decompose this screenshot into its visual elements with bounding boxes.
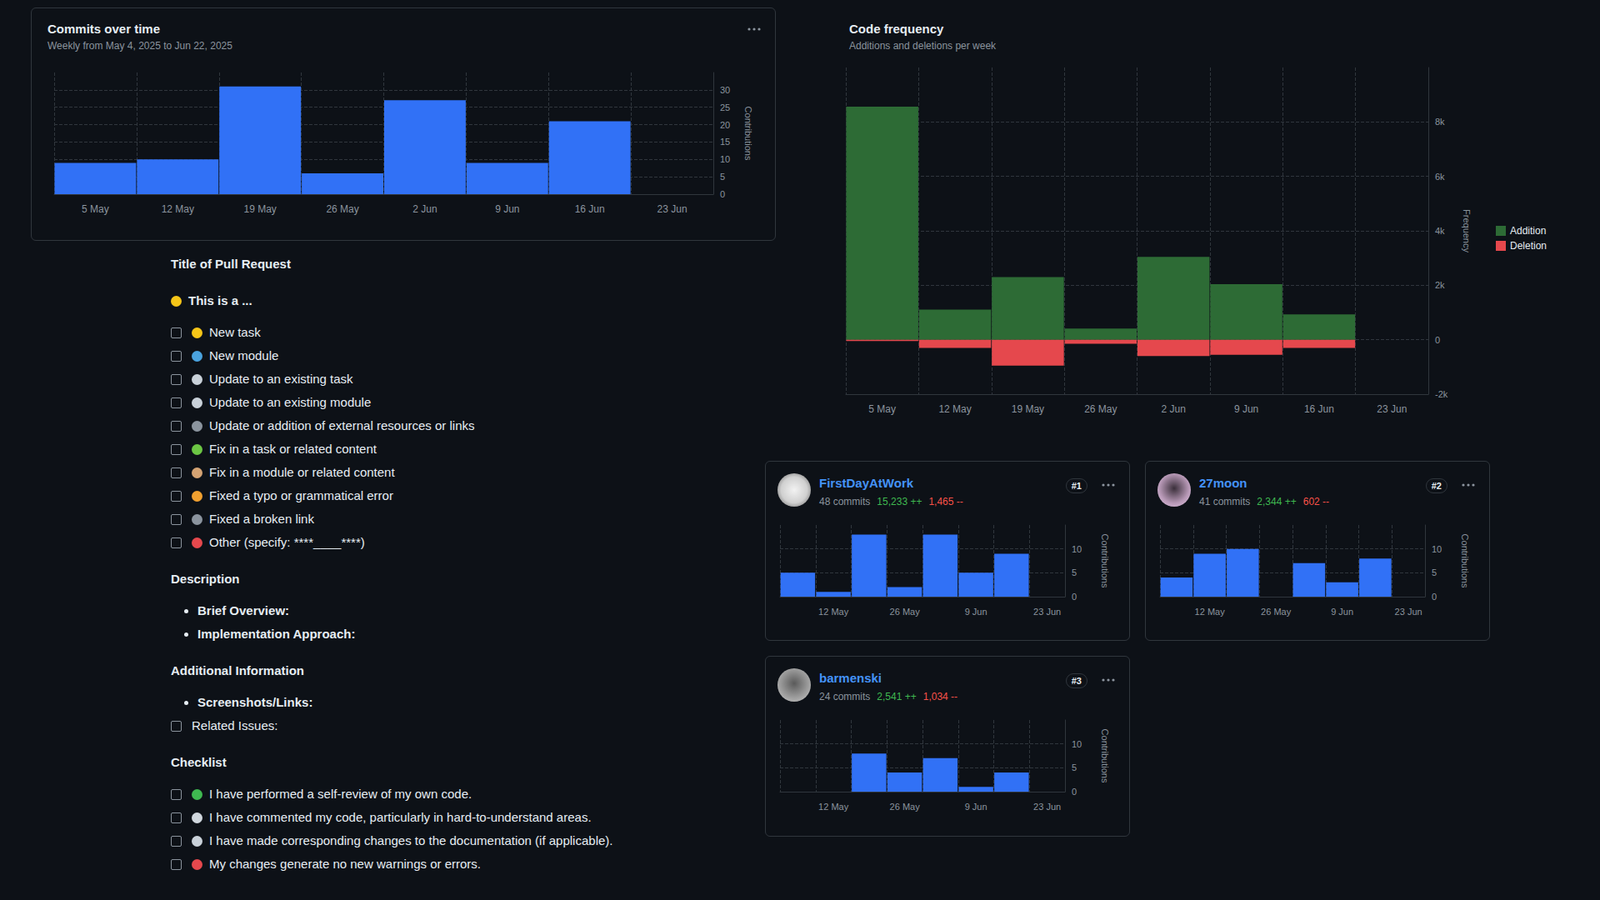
- svg-text:19 May: 19 May: [1011, 403, 1045, 415]
- html-text:24 commits: 24 commits: [819, 690, 871, 703]
- svg-text:12 May: 12 May: [818, 801, 850, 812]
- svg-text:10: 10: [1071, 739, 1082, 750]
- html-text:New task: New task: [209, 325, 261, 340]
- html-text:I have commented my code, part: I have commented my code, particularly i…: [209, 810, 592, 825]
- html-text:Fix in a task or related conte: Fix in a task or related content: [209, 441, 377, 456]
- svg-text:9 Jun: 9 Jun: [1234, 403, 1259, 415]
- svg-text:26 May: 26 May: [325, 203, 359, 215]
- svg-text:5: 5: [1071, 567, 1077, 578]
- svg-text:5 May: 5 May: [868, 403, 896, 415]
- html-text:#1: #1: [1071, 480, 1082, 491]
- html-text:1,465 --: 1,465 --: [928, 495, 964, 508]
- html-text:Update or addition of external: Update or addition of external resources…: [209, 418, 475, 433]
- svg-text:0: 0: [1431, 591, 1437, 602]
- html-text:15,233 ++: 15,233 ++: [877, 495, 922, 508]
- svg-text:-2k: -2k: [1435, 389, 1449, 400]
- svg-text:Contributions: Contributions: [1100, 729, 1110, 784]
- svg-text:23 Jun: 23 Jun: [1376, 403, 1407, 415]
- svg-text:5: 5: [1071, 762, 1077, 773]
- svg-text:12 May: 12 May: [1195, 606, 1226, 617]
- html-text:602 --: 602 --: [1303, 495, 1330, 508]
- svg-text:10: 10: [1071, 544, 1082, 555]
- svg-text:Contributions: Contributions: [1460, 534, 1470, 589]
- svg-text:20: 20: [720, 120, 730, 130]
- svg-text:12 May: 12 May: [818, 606, 850, 617]
- svg-text:0: 0: [1071, 786, 1077, 797]
- svg-text:19 May: 19 May: [244, 203, 277, 215]
- html-text:This is a ...: This is a ...: [188, 293, 253, 308]
- svg-text:Commits over time: Commits over time: [47, 21, 160, 36]
- html-text:27moon: 27moon: [1199, 475, 1248, 490]
- html-text:Update to an existing task: Update to an existing task: [209, 371, 353, 386]
- svg-text:0: 0: [1435, 335, 1440, 345]
- svg-text:15: 15: [720, 136, 730, 147]
- svg-text:Frequency: Frequency: [1461, 209, 1472, 253]
- svg-text:12 May: 12 May: [161, 203, 195, 215]
- html-text:Fix in a module or related con: Fix in a module or related content: [209, 465, 395, 480]
- svg-text:25: 25: [720, 102, 730, 113]
- html-text:Screenshots/Links:: Screenshots/Links:: [197, 695, 313, 710]
- svg-text:16 Jun: 16 Jun: [1304, 403, 1335, 415]
- html-text:Fixed a broken link: Fixed a broken link: [209, 511, 315, 526]
- svg-text:26 May: 26 May: [890, 801, 921, 812]
- html-text:2,541 ++: 2,541 ++: [877, 690, 917, 703]
- html-text:My changes generate no new war: My changes generate no new warnings or e…: [209, 856, 481, 871]
- html-text:Title of Pull Request: Title of Pull Request: [170, 256, 291, 271]
- svg-text:12 May: 12 May: [938, 403, 971, 415]
- html-text:Brief Overview:: Brief Overview:: [197, 603, 290, 618]
- svg-text:2k: 2k: [1435, 280, 1445, 290]
- svg-text:26 May: 26 May: [890, 606, 921, 617]
- html-text:barmenski: barmenski: [819, 670, 882, 685]
- svg-text:6k: 6k: [1435, 171, 1445, 182]
- svg-text:Contributions: Contributions: [743, 106, 754, 161]
- svg-text:5 May: 5 May: [81, 203, 110, 215]
- svg-text:23 Jun: 23 Jun: [1033, 606, 1061, 617]
- html-text:#2: #2: [1431, 480, 1442, 491]
- html-text:Implementation Approach:: Implementation Approach:: [197, 626, 356, 641]
- svg-text:23 Jun: 23 Jun: [657, 203, 688, 215]
- html-text:1,034 --: 1,034 --: [923, 690, 958, 703]
- svg-text:9 Jun: 9 Jun: [965, 606, 988, 617]
- svg-text:9 Jun: 9 Jun: [1330, 606, 1354, 617]
- svg-text:Addition: Addition: [1510, 225, 1546, 237]
- svg-text:Deletion: Deletion: [1510, 240, 1547, 252]
- html-text:Description: Description: [170, 571, 240, 586]
- svg-text:Contributions: Contributions: [1100, 534, 1110, 589]
- html-text:41 commits: 41 commits: [1199, 495, 1251, 508]
- html-text:FirstDayAtWork: FirstDayAtWork: [819, 475, 914, 490]
- html-text:Checklist: Checklist: [170, 755, 227, 770]
- html-text:Update to an existing module: Update to an existing module: [209, 395, 372, 410]
- html-text:I have made corresponding chan: I have made corresponding changes to the…: [209, 833, 613, 848]
- svg-text:23 Jun: 23 Jun: [1395, 606, 1423, 617]
- svg-text:10: 10: [1431, 544, 1442, 555]
- html-text:Other (specify: ****____****): Other (specify: ****____****): [209, 535, 365, 550]
- html-text:I have performed a self-review: I have performed a self-review of my own…: [209, 786, 472, 801]
- svg-text:30: 30: [720, 85, 730, 95]
- svg-text:2 Jun: 2 Jun: [1161, 403, 1186, 415]
- html-text:2,344 ++: 2,344 ++: [1257, 495, 1297, 508]
- svg-text:0: 0: [720, 189, 725, 200]
- svg-text:16 Jun: 16 Jun: [575, 203, 605, 215]
- svg-text:2 Jun: 2 Jun: [412, 203, 437, 215]
- html-text:Fixed a typo or grammatical er: Fixed a typo or grammatical error: [209, 488, 394, 503]
- svg-text:23 Jun: 23 Jun: [1033, 801, 1061, 812]
- html-text:New module: New module: [209, 348, 279, 363]
- svg-text:Weekly from May 4, 2025 to Jun: Weekly from May 4, 2025 to Jun 22, 2025: [47, 40, 233, 52]
- svg-text:10: 10: [720, 154, 730, 165]
- svg-text:9 Jun: 9 Jun: [965, 801, 988, 812]
- svg-text:0: 0: [1071, 591, 1077, 602]
- svg-text:9 Jun: 9 Jun: [495, 203, 520, 215]
- html-text:Related Issues:: Related Issues:: [191, 718, 278, 733]
- html-text:Additional Information: Additional Information: [170, 663, 305, 678]
- svg-text:Additions and deletions per we: Additions and deletions per week: [849, 40, 997, 52]
- html-text:#3: #3: [1071, 675, 1082, 686]
- svg-text:Code frequency: Code frequency: [849, 21, 945, 36]
- svg-text:8k: 8k: [1435, 116, 1445, 127]
- svg-text:4k: 4k: [1435, 225, 1445, 236]
- svg-text:5: 5: [720, 171, 725, 182]
- svg-text:26 May: 26 May: [1084, 403, 1117, 415]
- html-text:48 commits: 48 commits: [819, 495, 871, 508]
- svg-text:5: 5: [1431, 567, 1437, 578]
- svg-text:26 May: 26 May: [1260, 606, 1292, 617]
